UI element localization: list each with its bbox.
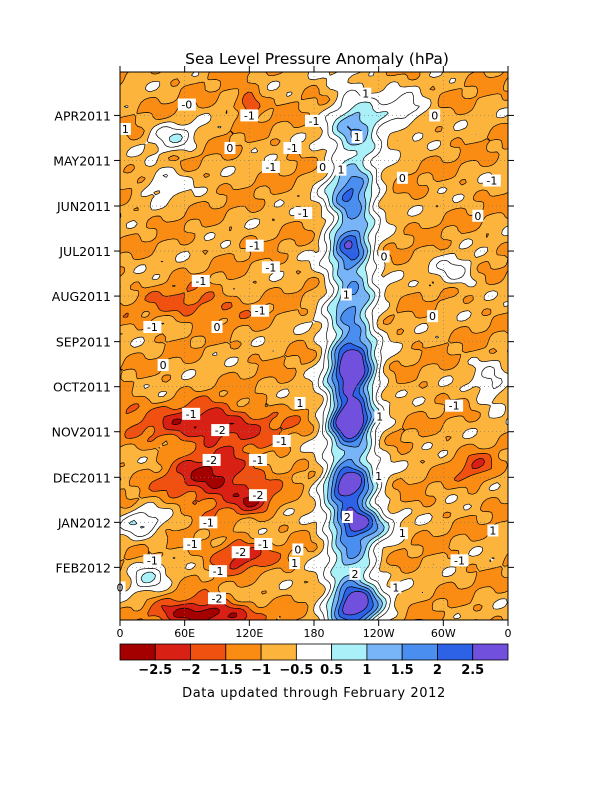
colorbar-swatch <box>261 644 296 660</box>
x-tick-label: 0 <box>117 627 124 640</box>
contour-label: -1 <box>309 115 320 128</box>
contour-label: -1 <box>449 400 460 413</box>
contour-label: -1 <box>265 261 276 274</box>
contour-label: -1 <box>258 538 269 551</box>
colorbar-swatch <box>367 644 402 660</box>
contour-label: -1 <box>255 305 266 318</box>
contour-label: 0 <box>431 109 438 122</box>
contour-label: 1 <box>392 581 399 594</box>
x-tick-label: 60W <box>431 627 456 640</box>
colorbar-swatch <box>226 644 261 660</box>
colorbar-swatch <box>155 644 190 660</box>
contour-label: -1 <box>186 408 197 421</box>
contour-label: -2 <box>235 546 246 559</box>
contour-label: -1 <box>147 554 158 567</box>
contour-label: 0 <box>160 359 167 372</box>
colorbar-swatch <box>120 644 155 660</box>
contour-label: -1 <box>244 109 255 122</box>
contour-label: 2 <box>344 511 351 524</box>
colorbar-swatch <box>296 644 331 660</box>
x-tick-label: 120E <box>235 627 263 640</box>
colorbar-label: −2.5 <box>138 663 172 678</box>
contour-label: 1 <box>375 470 382 483</box>
y-tick-label: JUL2011 <box>58 244 111 259</box>
contour-label: -1 <box>147 321 158 334</box>
contour-label: -2 <box>212 592 223 605</box>
contour-label: 0 <box>474 210 481 223</box>
contour-label: -1 <box>203 516 214 529</box>
contour-label: -2 <box>206 454 217 467</box>
y-tick-label: MAY2011 <box>53 153 111 168</box>
contour-label: 1 <box>343 288 350 301</box>
contour-label: 1 <box>376 411 383 424</box>
y-tick-label: FEB2012 <box>56 560 111 575</box>
colorbar-label: 1 <box>362 663 371 678</box>
y-tick-label: SEP2011 <box>56 335 111 350</box>
colorbar-label: 2.5 <box>461 663 484 678</box>
contour-label: 0 <box>429 310 436 323</box>
colorbar-label: −2 <box>181 663 201 678</box>
y-tick-label: JUN2011 <box>56 199 111 214</box>
contour-label: 1 <box>362 88 369 101</box>
x-tick-label: 180 <box>304 627 325 640</box>
contour-label: 0 <box>226 142 233 155</box>
contour-label: -1 <box>486 175 497 188</box>
contour-label: -1 <box>298 207 309 220</box>
contour-label: 1 <box>296 397 303 410</box>
contour-label: -2 <box>252 489 263 502</box>
x-tick-label: 0 <box>505 627 512 640</box>
y-tick-label: NOV2011 <box>52 425 111 440</box>
contour-label: -1 <box>265 161 276 174</box>
contour-label: 2 <box>351 568 358 581</box>
colorbar-label: 2 <box>433 663 442 678</box>
y-tick-label: JAN2012 <box>57 515 111 530</box>
y-tick-label: AUG2011 <box>52 289 111 304</box>
contour-label: 1 <box>399 527 406 540</box>
contour-label: 0 <box>399 172 406 185</box>
contour-label: -1 <box>454 554 465 567</box>
contour-fill-area <box>120 72 508 620</box>
colorbar-label: 0.5 <box>320 663 343 678</box>
contour-label: 0 <box>214 321 221 334</box>
contour-label: 1 <box>291 557 298 570</box>
chart-title: Sea Level Pressure Anomaly (hPa) <box>185 50 449 68</box>
colorbar-swatch <box>473 644 508 660</box>
contour-label: -1 <box>287 142 298 155</box>
contour-label: 1 <box>122 123 129 136</box>
contour-label: -1 <box>249 240 260 253</box>
contour-label: 0 <box>381 250 388 263</box>
contour-label: -1 <box>195 275 206 288</box>
contour-label: 0 <box>294 543 301 556</box>
colorbar-label: −1.5 <box>209 663 243 678</box>
contour-label: -1 <box>252 454 263 467</box>
contour-label: 1 <box>354 131 361 144</box>
contour-label: 0 <box>319 161 326 174</box>
y-tick-label: DEC2011 <box>53 470 111 485</box>
colorbar-swatch <box>191 644 226 660</box>
colorbar-label: 1.5 <box>391 663 414 678</box>
contour-label: 1 <box>337 164 344 177</box>
colorbar-swatch <box>437 644 472 660</box>
colorbar-label: −1 <box>251 663 271 678</box>
contour-label: -1 <box>213 565 224 578</box>
colorbar-swatch <box>332 644 367 660</box>
data-updated-note: Data updated through February 2012 <box>182 686 446 701</box>
x-tick-label: 60E <box>174 627 195 640</box>
colorbar-label: −0.5 <box>279 663 313 678</box>
x-tick-label: 120W <box>363 627 395 640</box>
contour-label: 1 <box>489 524 496 537</box>
contour-label: -2 <box>215 424 226 437</box>
contour-label: -1 <box>187 538 198 551</box>
colorbar-swatch <box>402 644 437 660</box>
y-tick-label: APR2011 <box>54 108 111 123</box>
y-tick-label: OCT2011 <box>53 380 111 395</box>
contour-label: -1 <box>276 435 287 448</box>
contour-label: -0 <box>181 99 192 112</box>
colorbar: −2.5 −2 −1.5 −1 −0.5 0.5 1 1.5 2 2.5 <box>120 644 508 678</box>
